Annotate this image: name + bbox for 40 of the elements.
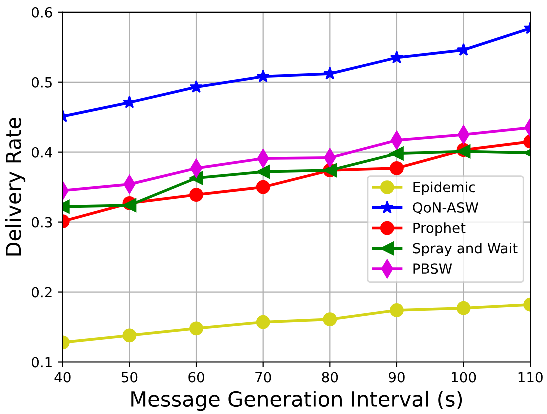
x-tick-label: 60 (188, 372, 204, 383)
point (122, 328, 137, 343)
point (256, 180, 270, 194)
point (390, 50, 404, 64)
legend-label: Spray and Wait (413, 242, 518, 256)
point (324, 67, 337, 80)
point (256, 165, 270, 179)
x-axis-title: Message Generation Interval (s) (132, 390, 462, 412)
legend-label: Epidemic (414, 182, 476, 196)
point (123, 96, 136, 108)
legend-label: PBSW (414, 264, 452, 274)
point (190, 171, 204, 186)
point (256, 70, 270, 83)
point (390, 146, 404, 161)
x-tick-label: 110 (518, 372, 543, 383)
x-tick-label: 80 (322, 372, 338, 383)
x-tick-label: 70 (256, 372, 272, 383)
point (457, 43, 470, 56)
point (190, 80, 204, 94)
point (390, 304, 404, 318)
x-tick-label: 50 (122, 372, 138, 383)
y-tick-label: 0.2 (32, 287, 52, 298)
y-tick-label: 0.6 (32, 7, 52, 18)
point (122, 198, 137, 212)
point (256, 315, 270, 330)
point (323, 312, 338, 327)
point (190, 188, 204, 202)
x-tick-label: 40 (54, 372, 71, 383)
x-tick-label: 90 (389, 372, 405, 383)
y-tick-label: 0.1 (32, 357, 52, 368)
y-axis-title: Delivery Rate (5, 118, 26, 256)
point (190, 322, 204, 336)
y-tick-label: 0.5 (32, 77, 52, 88)
point (456, 301, 471, 316)
legend-label: QoN-ASW (413, 202, 479, 215)
x-tick-label: 100 (452, 372, 476, 383)
y-tick-label: 0.3 (32, 217, 52, 228)
legend-label: Prophet (414, 222, 466, 236)
point (390, 162, 404, 176)
y-tick-label: 0.4 (32, 147, 52, 158)
